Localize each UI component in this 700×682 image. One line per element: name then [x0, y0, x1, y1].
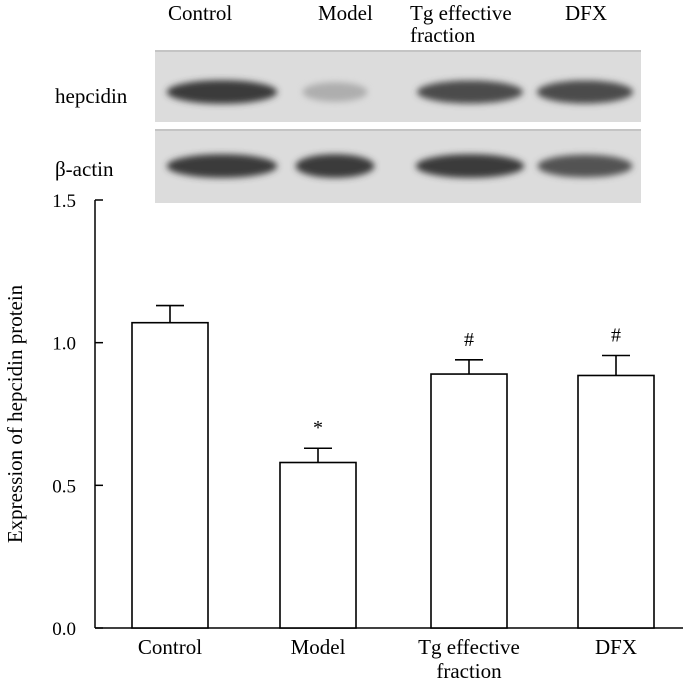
significance-marker: #	[464, 329, 474, 351]
y-tick-label: 0.0	[52, 619, 76, 640]
x-category-label: Model	[291, 635, 346, 659]
bar	[577, 374, 655, 629]
blot-panel-edge	[155, 50, 641, 52]
blot-band	[536, 80, 634, 104]
blot-lane-labels: Control Model Tg effective fraction DFX	[168, 1, 607, 47]
blot-band	[295, 154, 375, 178]
y-tick-label: 1.0	[52, 334, 76, 355]
blot-band	[415, 154, 525, 178]
blot-band	[537, 154, 633, 178]
blot-row-label: β-actin	[55, 157, 114, 181]
western-blot: hepcidin β-actin	[55, 50, 641, 203]
significance-marker: *	[313, 417, 323, 439]
significance-marker: #	[611, 325, 621, 347]
blot-band	[302, 82, 368, 102]
blot-band	[166, 80, 278, 104]
blot-lane-label: Control	[168, 1, 232, 25]
y-axis-label: Expression of hepcidin protein	[3, 284, 27, 543]
bar	[430, 373, 508, 629]
blot-lane-label: Tg effective fraction	[410, 1, 512, 47]
y-tick-label: 0.5	[52, 476, 76, 497]
blot-band	[166, 154, 278, 178]
blot-lane-label: DFX	[565, 1, 607, 25]
bar	[131, 321, 209, 629]
y-tick-label: 1.5	[52, 191, 76, 212]
blot-band	[417, 80, 523, 104]
x-category-label: Control	[138, 635, 202, 659]
blot-row-label: hepcidin	[55, 84, 128, 108]
bar-chart: 0.0 0.5 1.0 1.5 Expression of hepcidin prote…	[3, 191, 683, 682]
x-category-label: Tg effective fraction	[418, 635, 520, 682]
x-category-label: DFX	[595, 635, 637, 659]
bar	[279, 461, 357, 629]
blot-panel-edge	[155, 129, 641, 131]
blot-lane-label: Model	[318, 1, 373, 25]
